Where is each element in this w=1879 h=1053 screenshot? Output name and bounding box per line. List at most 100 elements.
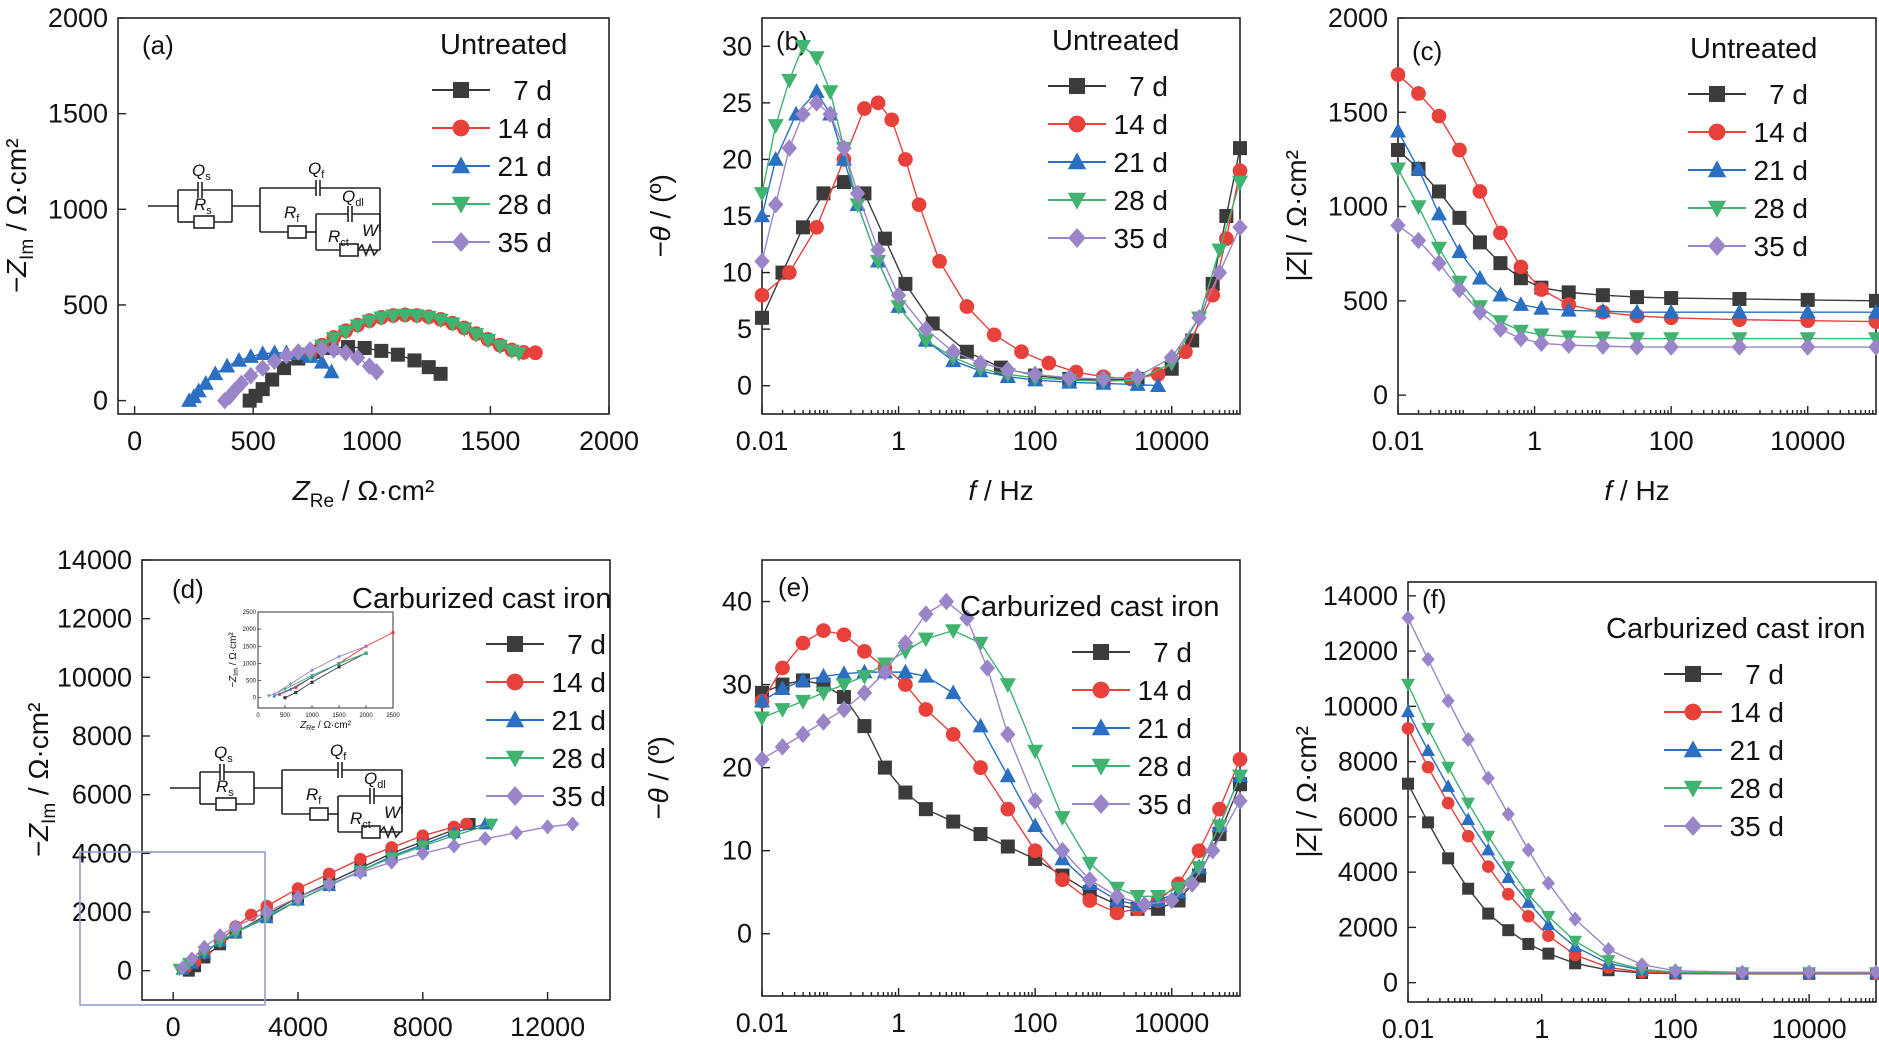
data-point bbox=[368, 363, 385, 381]
data-point bbox=[945, 343, 961, 361]
data-point bbox=[857, 644, 872, 659]
data-point bbox=[219, 357, 236, 373]
data-point bbox=[190, 382, 207, 398]
y-tick-label: 40 bbox=[722, 587, 752, 617]
data-point bbox=[1431, 108, 1447, 124]
data-point bbox=[959, 609, 975, 627]
data-point bbox=[265, 372, 280, 387]
resistor-symbol bbox=[193, 215, 215, 229]
data-point bbox=[898, 677, 913, 692]
data-point bbox=[1668, 963, 1683, 979]
data-point bbox=[416, 829, 430, 843]
x-tick-label: 12000 bbox=[510, 1012, 585, 1042]
legend-marker bbox=[1093, 644, 1109, 660]
series-line bbox=[1407, 711, 1876, 974]
legend-marker bbox=[1067, 192, 1087, 210]
legend-marker bbox=[1683, 780, 1703, 798]
data-point bbox=[917, 667, 934, 683]
data-point bbox=[999, 767, 1016, 783]
legend-label: 35 d bbox=[1138, 789, 1193, 820]
inset-data-point bbox=[337, 654, 341, 659]
legend-marker bbox=[506, 673, 524, 691]
circuit-label-rs: Rs bbox=[216, 777, 234, 799]
y-tick-label: 14000 bbox=[1323, 581, 1398, 611]
data-point bbox=[1568, 911, 1582, 927]
legend-marker bbox=[451, 196, 471, 214]
legend-label: 21 d bbox=[1138, 713, 1193, 744]
data-point bbox=[1082, 893, 1098, 908]
data-point bbox=[1481, 770, 1495, 786]
data-point bbox=[1542, 929, 1555, 942]
y-tick-label: 500 bbox=[1343, 286, 1388, 316]
data-point bbox=[781, 265, 797, 280]
x-axis-symbol: f bbox=[968, 475, 979, 506]
series-21d bbox=[175, 816, 493, 975]
data-point bbox=[1481, 860, 1495, 873]
x-tick-label: 0 bbox=[127, 426, 142, 456]
data-point bbox=[808, 51, 825, 66]
data-point bbox=[1561, 336, 1577, 354]
data-point bbox=[1410, 160, 1427, 176]
data-point bbox=[1731, 338, 1748, 356]
data-point bbox=[302, 341, 318, 359]
series-line bbox=[1407, 617, 1876, 973]
data-point bbox=[1630, 290, 1644, 305]
data-point bbox=[254, 345, 271, 361]
data-point bbox=[1027, 792, 1043, 810]
y-tick-label: 0 bbox=[117, 956, 132, 986]
inset-data-point bbox=[288, 682, 293, 686]
data-point bbox=[815, 713, 832, 731]
y-axis-symbol: −Z bbox=[1, 259, 32, 293]
data-point bbox=[753, 711, 771, 727]
data-point bbox=[326, 341, 342, 359]
data-point bbox=[1218, 231, 1234, 246]
data-point bbox=[1054, 811, 1071, 826]
legend-label: 35 d bbox=[1730, 811, 1785, 842]
data-point bbox=[266, 344, 283, 360]
circuit-symbol: W bbox=[362, 221, 380, 240]
inset-x-tick-label: 1000 bbox=[305, 713, 319, 719]
data-point bbox=[795, 725, 811, 744]
plot-frame bbox=[117, 17, 610, 415]
data-point bbox=[1663, 303, 1680, 319]
data-point bbox=[1232, 163, 1248, 179]
data-point bbox=[1800, 338, 1816, 356]
data-point bbox=[1204, 841, 1221, 860]
data-point bbox=[1595, 337, 1611, 355]
warburg-symbol bbox=[379, 824, 401, 840]
data-point bbox=[1232, 751, 1248, 767]
data-point bbox=[1442, 852, 1455, 865]
data-point bbox=[1211, 243, 1228, 259]
data-point bbox=[918, 605, 934, 623]
legend-marker bbox=[1067, 152, 1087, 170]
data-point bbox=[1109, 905, 1125, 921]
series-28d bbox=[172, 818, 499, 977]
data-point bbox=[918, 802, 933, 817]
legend-marker bbox=[1707, 200, 1727, 218]
data-point bbox=[877, 231, 892, 246]
legend-label: 28 d bbox=[498, 189, 553, 220]
data-point bbox=[460, 817, 473, 831]
data-point bbox=[1231, 175, 1249, 191]
data-point bbox=[767, 119, 784, 134]
legend-marker bbox=[1091, 758, 1111, 776]
legend-marker bbox=[506, 786, 524, 806]
legend-marker bbox=[505, 710, 525, 728]
legend: Carburized cast iron 7 d 14 d 21 d 28 d 35 d bbox=[352, 583, 612, 812]
circuit-label-qf: Qf bbox=[330, 741, 347, 763]
data-point bbox=[1493, 225, 1508, 241]
data-point bbox=[478, 816, 493, 830]
legend-title: Untreated bbox=[1052, 25, 1179, 57]
data-point bbox=[1055, 872, 1070, 888]
data-point bbox=[314, 340, 330, 359]
x-tick-label: 10000 bbox=[1134, 426, 1209, 456]
y-axis-unit: / (º) bbox=[645, 174, 676, 226]
data-point bbox=[857, 719, 872, 734]
data-point bbox=[1513, 259, 1529, 275]
x-tick-label: 2000 bbox=[579, 426, 639, 456]
data-point bbox=[1501, 806, 1515, 822]
legend-marker bbox=[451, 156, 471, 174]
legend-label: 35 d bbox=[1114, 223, 1169, 254]
data-point bbox=[1027, 817, 1044, 833]
